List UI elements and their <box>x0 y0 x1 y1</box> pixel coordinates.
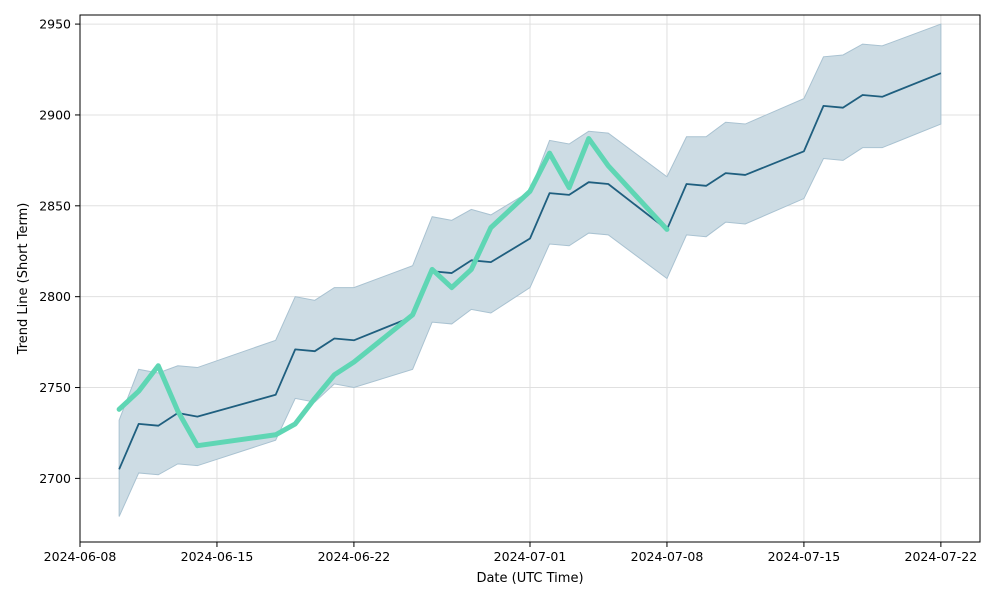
x-tick-label: 2024-06-22 <box>318 549 391 564</box>
y-tick-label: 2950 <box>39 17 71 32</box>
y-tick-label: 2800 <box>39 289 71 304</box>
actual-line <box>116 136 670 449</box>
y-axis-ticks: 2700 2750 2800 2850 2900 2950 <box>39 17 80 486</box>
x-axis-label: Date (UTC Time) <box>476 571 583 586</box>
trend-line <box>118 72 942 470</box>
x-axis-ticks: 2024-06-08 2024-06-15 2024-06-22 2024-07-01… <box>44 542 978 564</box>
y-tick-label: 2900 <box>39 107 71 122</box>
confidence-band <box>118 23 942 517</box>
band-area <box>118 23 942 517</box>
y-tick-label: 2750 <box>39 380 71 395</box>
y-tick-label: 2700 <box>39 471 71 486</box>
y-axis-label: Trend Line (Short Term) <box>16 203 31 356</box>
x-tick-label: 2024-06-15 <box>181 549 254 564</box>
series-lines <box>116 72 942 470</box>
x-tick-label: 2024-07-08 <box>631 549 704 564</box>
y-tick-label: 2850 <box>39 198 71 213</box>
x-tick-label: 2024-07-01 <box>494 549 567 564</box>
x-tick-label: 2024-06-08 <box>44 549 117 564</box>
x-tick-label: 2024-07-15 <box>768 549 841 564</box>
x-tick-label: 2024-07-22 <box>905 549 978 564</box>
